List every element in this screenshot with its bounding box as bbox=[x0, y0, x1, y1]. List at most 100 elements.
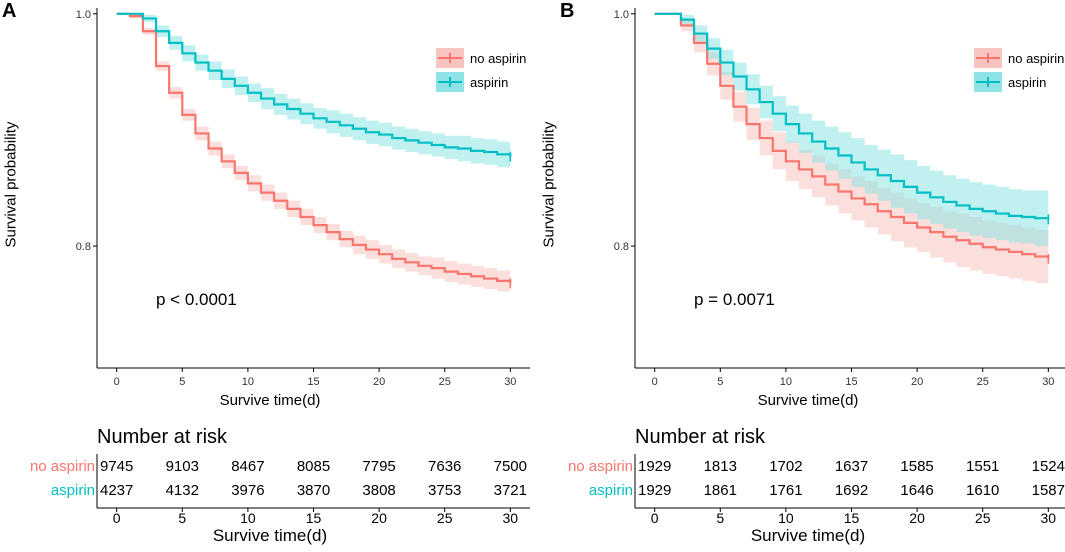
risk-tick-label: 10 bbox=[778, 510, 794, 526]
risk-count: 1585 bbox=[900, 458, 934, 475]
risk-group-no-aspirin: no aspirin bbox=[29, 458, 95, 475]
risk-count: 9103 bbox=[165, 458, 199, 475]
risk-x-axis-label: Survive time(d) bbox=[750, 526, 866, 545]
x-tick-label: 30 bbox=[504, 376, 516, 388]
risk-count: 3870 bbox=[296, 482, 331, 499]
p-value: p = 0.0071 bbox=[694, 290, 775, 309]
risk-count: 1692 bbox=[834, 482, 869, 499]
legend: no aspirin aspirin bbox=[974, 46, 1064, 94]
risk-tick-label: 20 bbox=[909, 510, 925, 526]
risk-tick-label: 15 bbox=[843, 510, 860, 526]
panel-label: A bbox=[2, 0, 17, 22]
ci-band-aspirin bbox=[654, 13, 1049, 249]
legend-label: aspirin bbox=[1008, 74, 1047, 90]
risk-count: 1587 bbox=[1031, 482, 1065, 499]
risk-table-title: Number at risk bbox=[635, 426, 766, 448]
risk-count: 1551 bbox=[966, 458, 1000, 475]
legend-key-no-aspirin bbox=[974, 48, 1002, 68]
x-tick-label: 25 bbox=[977, 376, 989, 388]
survival-line-no-aspirin bbox=[654, 12, 1050, 259]
legend-item-aspirin: aspirin bbox=[436, 70, 526, 94]
risk-tick-label: 0 bbox=[112, 510, 121, 526]
survival-line-aspirin bbox=[654, 12, 1050, 220]
risk-table-title: Number at risk bbox=[97, 426, 228, 448]
y-tick-label: 0.8 bbox=[614, 241, 629, 253]
legend-key-aspirin bbox=[436, 72, 464, 92]
risk-count: 8085 bbox=[296, 458, 331, 475]
x-tick-label: 20 bbox=[911, 376, 923, 388]
y-tick-label: 0.8 bbox=[76, 241, 91, 253]
risk-count: 3808 bbox=[362, 482, 396, 499]
x-tick-label: 15 bbox=[845, 376, 857, 388]
legend-label: no aspirin bbox=[1008, 50, 1065, 66]
risk-count: 1929 bbox=[637, 482, 672, 499]
risk-count: 1813 bbox=[703, 458, 737, 475]
risk-count: 3976 bbox=[231, 482, 265, 499]
legend-key-no-aspirin bbox=[436, 48, 464, 68]
survival-line-aspirin bbox=[116, 12, 512, 157]
risk-count: 4132 bbox=[165, 482, 199, 499]
km-plot-b: 0 5 10 15 20 25 30 0.8 1.0 bbox=[614, 8, 1065, 512]
x-axis-label: Survive time(d) bbox=[757, 392, 859, 409]
risk-tick-label: 5 bbox=[178, 510, 187, 526]
x-tick-label: 5 bbox=[717, 376, 723, 388]
risk-count: 7500 bbox=[493, 458, 527, 475]
risk-count: 1861 bbox=[703, 482, 737, 499]
x-tick-label: 5 bbox=[179, 376, 185, 388]
panel-a: 0 5 10 15 20 25 30 0.8 1.0 A Survival probabilit… bbox=[0, 0, 532, 552]
risk-tick-label: 5 bbox=[716, 510, 725, 526]
legend-item-no-aspirin: no aspirin bbox=[436, 46, 526, 70]
risk-count: 1646 bbox=[900, 482, 934, 499]
risk-tick-label: 15 bbox=[305, 510, 322, 526]
km-plot-a: 0 5 10 15 20 25 30 0.8 1.0 bbox=[76, 8, 530, 512]
risk-count: 7795 bbox=[362, 458, 396, 475]
y-tick-label: 1.0 bbox=[614, 9, 629, 21]
x-tick-label: 15 bbox=[307, 376, 319, 388]
x-tick-label: 0 bbox=[652, 376, 658, 388]
x-tick-label: 20 bbox=[373, 376, 385, 388]
legend-item-no-aspirin: no aspirin bbox=[974, 46, 1064, 70]
risk-tick-label: 30 bbox=[1040, 510, 1057, 526]
y-axis-label: Survival probability bbox=[2, 121, 20, 248]
risk-x-axis-label: Survive time(d) bbox=[212, 526, 328, 545]
risk-count: 4237 bbox=[99, 482, 134, 499]
x-tick-label: 30 bbox=[1042, 376, 1054, 388]
x-axis-label: Survive time(d) bbox=[219, 392, 321, 409]
risk-count: 1761 bbox=[769, 482, 803, 499]
risk-count: 1610 bbox=[966, 482, 1000, 499]
risk-tick-label: 0 bbox=[650, 510, 659, 526]
legend-label: aspirin bbox=[470, 74, 509, 90]
risk-count: 8467 bbox=[231, 458, 265, 475]
risk-count: 1702 bbox=[769, 458, 803, 475]
risk-tick-label: 20 bbox=[371, 510, 387, 526]
survival-line-no-aspirin bbox=[116, 12, 512, 284]
risk-group-no-aspirin: no aspirin bbox=[567, 458, 633, 475]
panel-label: B bbox=[560, 0, 575, 22]
risk-group-aspirin: aspirin bbox=[50, 482, 95, 499]
y-tick-label: 1.0 bbox=[76, 9, 91, 21]
y-axis-label: Survival probability bbox=[540, 121, 558, 248]
risk-count: 9745 bbox=[99, 458, 134, 475]
risk-count: 3753 bbox=[428, 482, 462, 499]
legend: no aspirin aspirin bbox=[436, 46, 526, 94]
p-value: p < 0.0001 bbox=[156, 290, 237, 309]
x-tick-label: 10 bbox=[242, 376, 254, 388]
x-tick-label: 0 bbox=[114, 376, 120, 388]
legend-item-aspirin: aspirin bbox=[974, 70, 1064, 94]
risk-count: 1524 bbox=[1031, 458, 1065, 475]
x-tick-label: 25 bbox=[439, 376, 451, 388]
legend-key-aspirin bbox=[974, 72, 1002, 92]
risk-count: 3721 bbox=[493, 482, 527, 499]
risk-count: 1637 bbox=[834, 458, 869, 475]
ci-band-aspirin bbox=[116, 13, 511, 170]
risk-count: 1929 bbox=[637, 458, 672, 475]
panel-b: 0 5 10 15 20 25 30 0.8 1.0 B Survival probabilit… bbox=[538, 0, 1065, 552]
x-tick-label: 10 bbox=[780, 376, 792, 388]
risk-count: 7636 bbox=[428, 458, 462, 475]
ci-band-no-aspirin bbox=[116, 13, 511, 294]
risk-tick-label: 30 bbox=[502, 510, 519, 526]
legend-label: no aspirin bbox=[470, 50, 527, 66]
risk-tick-label: 25 bbox=[436, 510, 453, 526]
risk-group-aspirin: aspirin bbox=[588, 482, 633, 499]
risk-tick-label: 25 bbox=[974, 510, 991, 526]
